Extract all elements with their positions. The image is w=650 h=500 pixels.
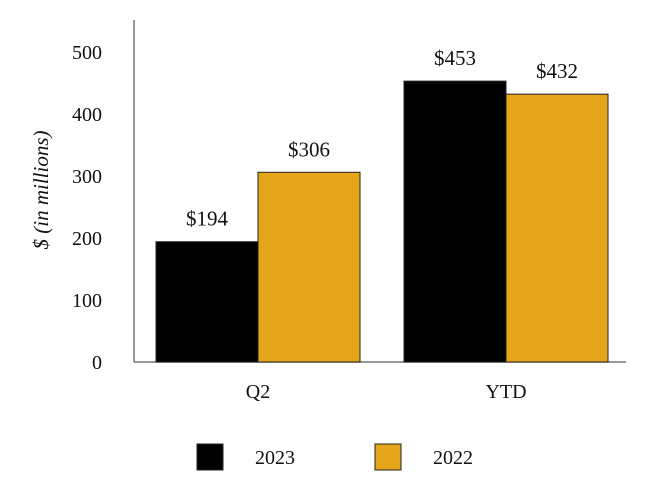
legend: 2023 2022 (196, 443, 473, 471)
y-tick-label: 400 (72, 104, 102, 126)
legend-label-2022: 2022 (433, 447, 473, 469)
x-category-label: Q2 (246, 381, 270, 403)
bar-2022-ytd (505, 93, 609, 363)
legend-label-2023: 2023 (255, 447, 295, 469)
y-tick-label: 200 (72, 228, 102, 250)
y-tick-label: 0 (92, 352, 102, 374)
data-label: $453 (434, 46, 476, 70)
bar-2023-ytd (403, 80, 507, 363)
data-label: $306 (288, 137, 330, 161)
legend-swatch-2023 (196, 443, 224, 471)
y-tick-label: 500 (72, 42, 102, 64)
bar-2023-q2 (155, 241, 259, 363)
bar-2022-q2 (257, 171, 361, 363)
y-tick-label: 100 (72, 290, 102, 312)
plot-area: 0 100 200 300 400 500 $194 $306 Q2 $453 $432 YTD (72, 20, 626, 403)
y-tick-label: 300 (72, 166, 102, 188)
data-label: $194 (186, 207, 229, 231)
data-label: $432 (536, 59, 578, 83)
legend-swatch-2022 (374, 443, 402, 471)
y-axis-title: $ (in millions) (29, 130, 53, 249)
x-category-label: YTD (485, 381, 526, 403)
